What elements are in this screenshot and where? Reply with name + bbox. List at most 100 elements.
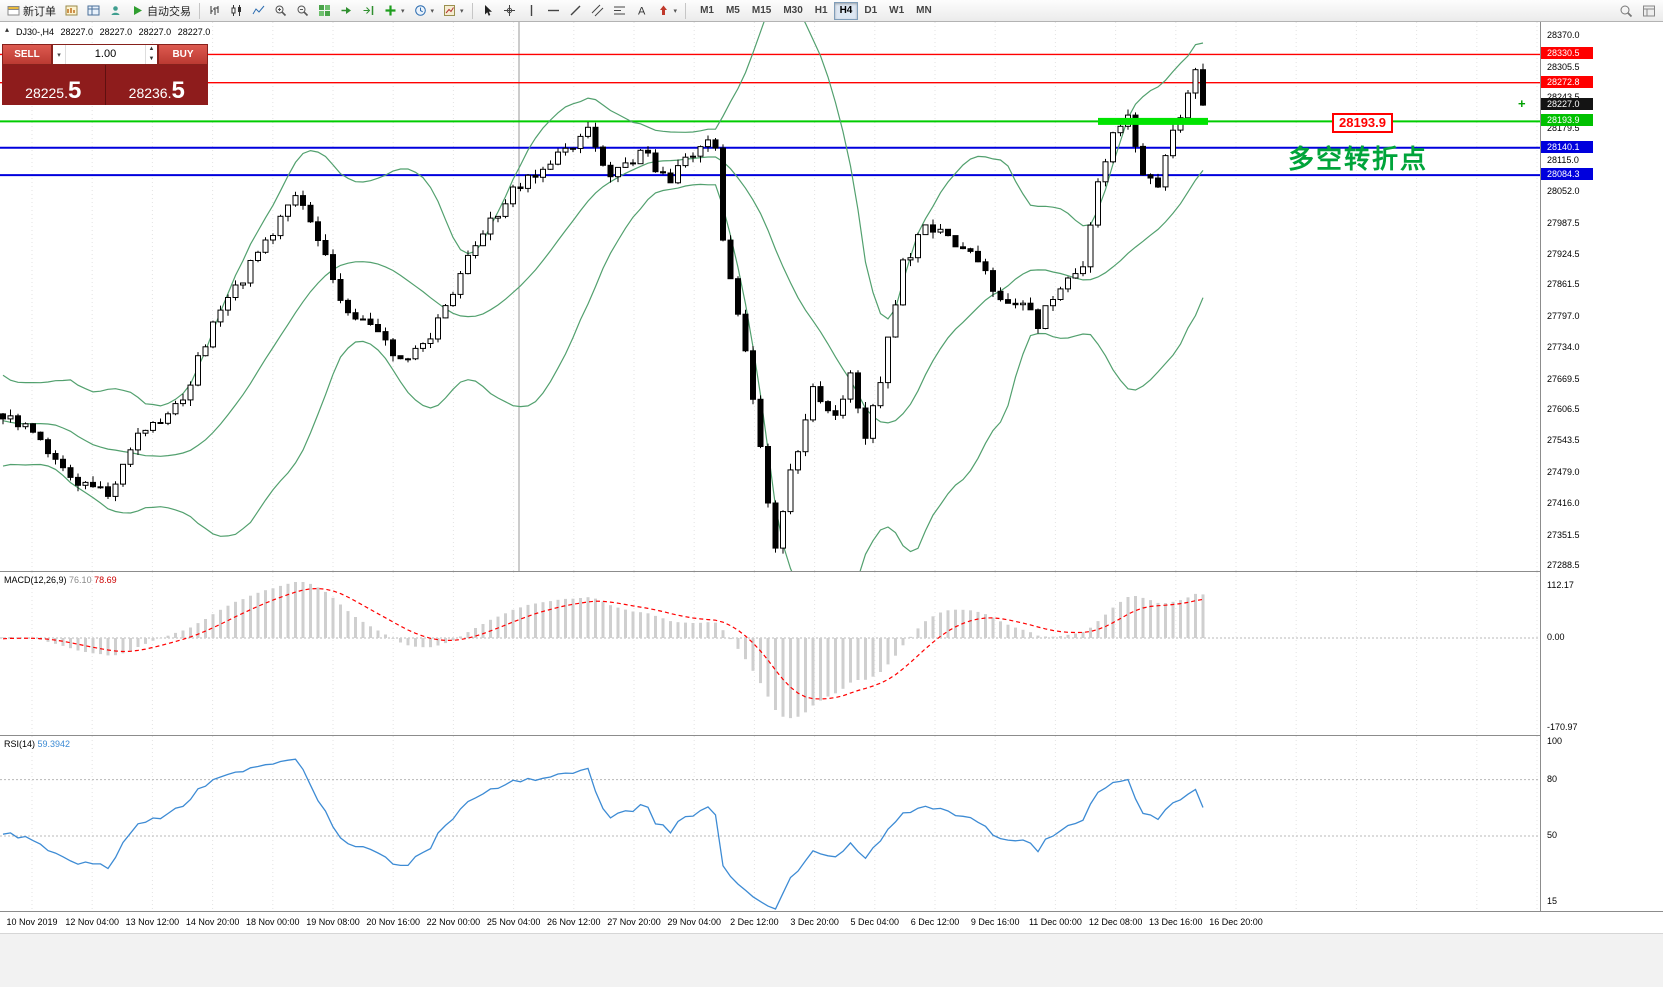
- rsi-axis-label: 100: [1547, 736, 1563, 746]
- arrows-tool-button[interactable]: ▾: [653, 1, 682, 20]
- timeframe-m5[interactable]: M5: [720, 2, 746, 20]
- macd-canvas[interactable]: [0, 572, 1540, 735]
- rsi-pane[interactable]: RSI(14) 59.3942: [0, 735, 1540, 911]
- main-chart-pane[interactable]: [0, 22, 1540, 571]
- templates-button[interactable]: ▾: [439, 1, 468, 20]
- price-axis-label: 28243.5: [1547, 92, 1580, 103]
- price-callout[interactable]: 28193.9: [1332, 113, 1393, 133]
- line-chart-mode-button[interactable]: [248, 1, 269, 20]
- macd-label: MACD(12,26,9) 76.10 78.69: [4, 575, 117, 585]
- time-axis-label: 11 Dec 00:00: [1028, 917, 1082, 927]
- timeframe-m1[interactable]: M1: [694, 2, 720, 20]
- vertical-line-tool-button[interactable]: [521, 1, 542, 20]
- price-axis[interactable]: 28370.0 28305.5 28243.5 28179.5 28115.0 28052…: [1540, 22, 1663, 911]
- timeframe-d1[interactable]: D1: [858, 2, 883, 20]
- volume-field[interactable]: ▾ 1.00 ▲ ▼: [52, 44, 158, 65]
- price-tag: 28193.9: [1541, 114, 1593, 127]
- navigator-button[interactable]: [105, 1, 126, 20]
- timeframe-w1[interactable]: W1: [883, 2, 910, 20]
- indicators-button[interactable]: ▾: [380, 1, 409, 20]
- auto-trading-button[interactable]: 自动交易: [127, 1, 195, 20]
- price-axis-label: 27987.5: [1547, 217, 1580, 228]
- fibonacci-tool-button[interactable]: [609, 1, 630, 20]
- price-axis-label: 27351.5: [1547, 529, 1580, 540]
- periods-button[interactable]: ▾: [410, 1, 439, 20]
- price-axis-label: 27861.5: [1547, 279, 1580, 290]
- sell-button[interactable]: SELL: [2, 44, 52, 65]
- timeframe-h1[interactable]: H1: [809, 2, 834, 20]
- crosshair-tool-button[interactable]: [499, 1, 520, 20]
- chart-shift-button[interactable]: [358, 1, 379, 20]
- trendline-icon: [569, 4, 582, 17]
- new-order-icon: [7, 4, 20, 17]
- main-chart-canvas[interactable]: [0, 22, 1540, 571]
- new-order-button[interactable]: 新订单: [3, 1, 60, 20]
- buy-price-display[interactable]: 28236. 5: [105, 65, 208, 105]
- rsi-canvas[interactable]: [0, 736, 1540, 911]
- rsi-axis-label: 80: [1547, 773, 1558, 784]
- chevron-down-icon: ▾: [460, 7, 464, 15]
- time-axis-label: 12 Dec 08:00: [1088, 917, 1143, 927]
- text-tool-button[interactable]: A: [631, 1, 652, 20]
- price-axis-label: 27606.5: [1547, 404, 1580, 415]
- timeframe-m30[interactable]: M30: [777, 2, 808, 20]
- macd-axis-label: 112.17: [1547, 580, 1574, 590]
- timeframe-h4[interactable]: H4: [833, 1, 859, 20]
- trade-panel-collapse-icon[interactable]: ▴: [5, 25, 10, 34]
- chevron-down-icon: ▾: [673, 7, 678, 15]
- high-value: 28227.0: [99, 27, 133, 37]
- price-tag: 28330.5: [1541, 47, 1593, 60]
- rsi-value: 59.3942: [37, 739, 71, 749]
- volume-spinner[interactable]: ▲ ▼: [145, 45, 157, 64]
- toolbar-separator: [471, 2, 473, 19]
- sell-price-display[interactable]: 28225. 5: [2, 65, 106, 105]
- zoom-in-button[interactable]: [270, 1, 291, 20]
- market-watch-button[interactable]: [61, 1, 82, 20]
- cursor-icon: [481, 4, 494, 17]
- trendline-tool-button[interactable]: [565, 1, 586, 20]
- toolbar-separator: [199, 2, 200, 19]
- cursor-tool-button[interactable]: [477, 1, 498, 20]
- auto-scroll-button[interactable]: [336, 1, 357, 20]
- toolbox-panel-button[interactable]: [1638, 1, 1660, 20]
- volume-dropdown-icon[interactable]: ▾: [53, 45, 66, 64]
- new-order-label: 新订单: [23, 5, 56, 18]
- volume-down-icon[interactable]: ▼: [148, 55, 155, 62]
- channel-tool-button[interactable]: [587, 1, 608, 20]
- tile-windows-button[interactable]: [314, 1, 335, 20]
- timeframe-mn[interactable]: MN: [910, 2, 938, 20]
- candlestick-icon: [230, 4, 243, 17]
- horizontal-line-icon: [547, 4, 560, 17]
- periods-clock-icon: [414, 4, 427, 17]
- price-axis-label: 27543.5: [1547, 435, 1580, 446]
- price-axis-label: 28115.0: [1547, 155, 1579, 166]
- low-value: 28227.0: [138, 27, 172, 37]
- price-axis-label: 27479.0: [1547, 467, 1580, 478]
- price-axis-label: 27924.5: [1547, 248, 1580, 259]
- timeframe-m15[interactable]: M15: [746, 2, 777, 20]
- candlestick-mode-button[interactable]: [226, 1, 247, 20]
- time-axis[interactable]: 10 Nov 2019 12 Nov 04:00 13 Nov 12:00 14 No…: [0, 911, 1663, 933]
- bar-chart-mode-button[interactable]: [204, 1, 225, 20]
- volume-up-icon[interactable]: ▲: [148, 46, 155, 52]
- horizontal-line-tool-button[interactable]: [543, 1, 564, 20]
- search-button[interactable]: [1615, 1, 1637, 20]
- price-axis-label: 27416.0: [1547, 497, 1580, 508]
- data-window-button[interactable]: [83, 1, 104, 20]
- macd-pane[interactable]: MACD(12,26,9) 76.10 78.69: [0, 571, 1540, 735]
- time-axis-label: 25 Nov 04:00: [486, 917, 541, 927]
- price-tag: 28140.1: [1541, 140, 1593, 153]
- zoom-out-button[interactable]: [292, 1, 313, 20]
- volume-input[interactable]: 1.00: [94, 48, 117, 60]
- buy-button[interactable]: BUY: [158, 44, 208, 65]
- templates-icon: [443, 4, 456, 17]
- toolbar: 新订单 自动交易: [0, 0, 1663, 22]
- auto-trading-play-icon: [131, 4, 144, 17]
- time-axis-label: 14 Nov 20:00: [185, 917, 240, 927]
- buy-price-big: 5: [171, 76, 185, 104]
- rsi-label: RSI(14) 59.3942: [4, 739, 70, 749]
- market-watch-icon: [65, 4, 78, 17]
- data-window-icon: [87, 4, 100, 17]
- time-axis-label: 5 Dec 04:00: [850, 917, 900, 927]
